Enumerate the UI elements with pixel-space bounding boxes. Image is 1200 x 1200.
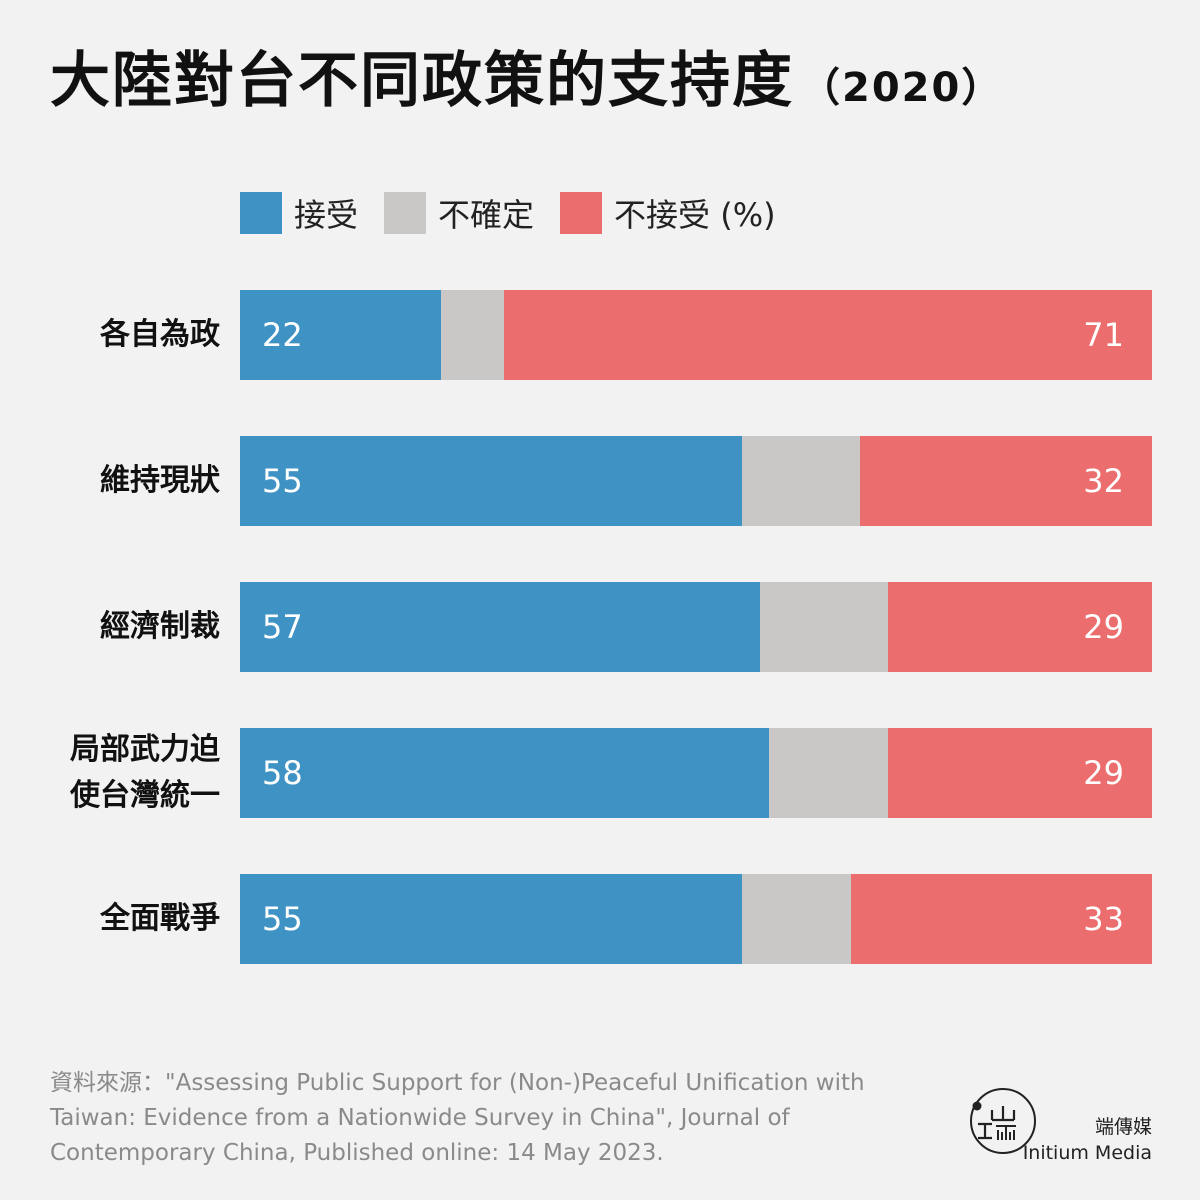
category-label: 經濟制裁 [50,604,220,650]
data-label-reject: 32 [1083,462,1124,500]
legend-swatch-accept [240,192,282,234]
bar-segment-unsure [759,582,888,672]
category-label: 各自為政 [50,312,220,358]
category-label-line: 使台灣統一 [70,778,220,813]
category-label-line: 維持現狀 [100,463,220,498]
category-label-line: 各自為政 [100,317,220,352]
brand-name: 端傳媒 Initium Media [1023,1114,1152,1166]
data-label-reject: 29 [1083,608,1124,646]
category-label-line: 局部武力迫 [70,732,220,767]
title-main: 大陸對台不同政策的支持度 [50,46,794,116]
data-label-accept: 57 [262,608,303,646]
category-label: 全面戰爭 [50,896,220,942]
bar-segment-reject: 32 [860,436,1152,526]
bar-segment-reject: 29 [887,728,1152,818]
brand-en: Initium Media [1022,1142,1152,1164]
initium-logo-icon [970,1088,1036,1154]
bar-segment-accept: 55 [240,874,742,964]
category-label-line: 全面戰爭 [100,901,220,936]
source-note: 資料來源："Assessing Public Support for (Non-… [50,1070,865,1166]
legend-item-accept: 接受 [240,190,358,236]
bar-row: 55 32 [240,436,1152,526]
bar-segment-reject: 29 [887,582,1152,672]
legend-swatch-reject [560,192,603,234]
bar-segment-unsure [741,436,861,526]
bar-segment-unsure [768,728,888,818]
category-label: 維持現狀 [50,458,220,504]
data-label-accept: 55 [262,462,303,500]
legend-item-reject: 不接受 (%) [560,190,776,236]
bar-row: 58 29 [240,728,1152,818]
bar-row: 57 29 [240,582,1152,672]
bar-segment-reject: 33 [851,874,1152,964]
page-title: 大陸對台不同政策的支持度 （2020） [50,32,1003,119]
bar-segment-unsure [741,874,852,964]
bar-segment-accept: 22 [240,290,441,380]
category-label-line: 經濟制裁 [100,609,220,644]
data-label-accept: 22 [262,316,303,354]
data-label-reject: 33 [1083,900,1124,938]
legend-label-accept: 接受 [294,196,359,234]
legend-swatch-unsure [384,192,427,234]
bar-segment-accept: 57 [240,582,760,672]
bar-segment-accept: 58 [240,728,769,818]
bar-segment-reject: 71 [504,290,1152,380]
bar-row: 22 71 [240,290,1152,380]
bar-segment-unsure [440,290,505,380]
brand-cn: 端傳媒 [1094,1116,1152,1138]
legend-label-reject: 不接受 (%) [614,196,776,234]
category-label: 局部武力迫使台灣統一 [50,727,220,819]
data-label-accept: 55 [262,900,303,938]
data-label-reject: 71 [1083,316,1124,354]
legend-item-unsure: 不確定 [384,190,534,236]
title-year: （2020） [800,65,1004,111]
data-label-accept: 58 [262,754,303,792]
chart-legend: 接受 不確定 不接受 (%) [240,190,802,236]
legend-label-unsure: 不確定 [438,196,535,234]
data-label-reject: 29 [1083,754,1124,792]
bar-segment-accept: 55 [240,436,742,526]
bar-row: 55 33 [240,874,1152,964]
